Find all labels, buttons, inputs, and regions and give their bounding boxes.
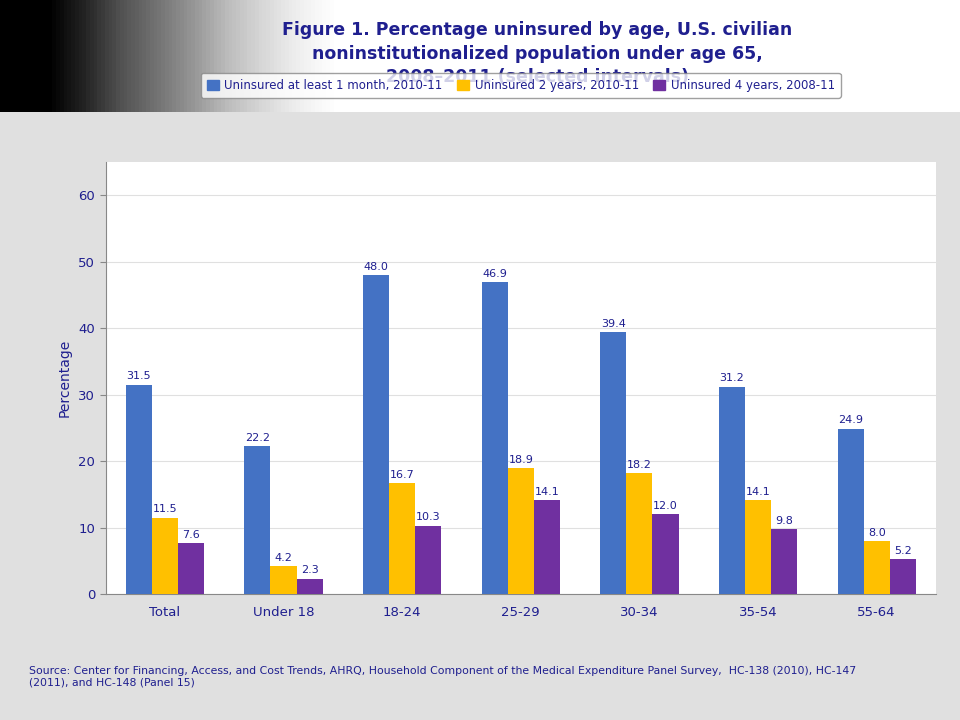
Text: 24.9: 24.9: [838, 415, 863, 426]
Text: 11.5: 11.5: [153, 504, 178, 514]
Bar: [271, 566, 297, 594]
Text: 12.0: 12.0: [653, 501, 678, 511]
Bar: [389, 483, 416, 594]
Bar: [416, 526, 442, 594]
Bar: [152, 518, 178, 594]
Legend: Uninsured at least 1 month, 2010-11, Uninsured 2 years, 2010-11, Uninsured 4 yea: Uninsured at least 1 month, 2010-11, Uni…: [201, 73, 841, 98]
Text: 18.2: 18.2: [627, 459, 652, 469]
Text: 18.9: 18.9: [509, 455, 533, 465]
Bar: [771, 529, 797, 594]
Bar: [653, 514, 679, 594]
Text: 10.3: 10.3: [416, 512, 441, 522]
Y-axis label: Percentage: Percentage: [58, 339, 71, 417]
Bar: [600, 332, 626, 594]
Text: 5.2: 5.2: [894, 546, 912, 556]
Text: Figure 1. Percentage uninsured by age, U.S. civilian
noninstitutionalized popula: Figure 1. Percentage uninsured by age, U…: [282, 21, 793, 86]
Text: 9.8: 9.8: [776, 516, 793, 526]
Bar: [864, 541, 890, 594]
Bar: [178, 544, 204, 594]
Bar: [363, 275, 389, 594]
Text: 14.1: 14.1: [535, 487, 560, 497]
Text: 48.0: 48.0: [364, 261, 389, 271]
Bar: [837, 428, 864, 594]
Bar: [297, 579, 323, 594]
Bar: [508, 469, 534, 594]
Text: 31.2: 31.2: [720, 373, 744, 383]
Bar: [890, 559, 916, 594]
Text: 46.9: 46.9: [482, 269, 507, 279]
Bar: [126, 384, 152, 594]
Text: 7.6: 7.6: [182, 530, 200, 540]
Text: 14.1: 14.1: [746, 487, 771, 497]
Bar: [626, 473, 653, 594]
Text: Source: Center for Financing, Access, and Cost Trends, AHRQ, Household Component: Source: Center for Financing, Access, an…: [29, 666, 856, 688]
Bar: [719, 387, 745, 594]
Text: 4.2: 4.2: [275, 553, 293, 563]
Bar: [245, 446, 271, 594]
Bar: [482, 282, 508, 594]
Bar: [745, 500, 771, 594]
Text: 2.3: 2.3: [300, 565, 319, 575]
Text: 39.4: 39.4: [601, 319, 626, 329]
Text: 22.2: 22.2: [245, 433, 270, 443]
Text: 8.0: 8.0: [868, 528, 885, 538]
Text: 16.7: 16.7: [390, 469, 415, 480]
Text: 31.5: 31.5: [127, 372, 151, 382]
Bar: [534, 500, 560, 594]
